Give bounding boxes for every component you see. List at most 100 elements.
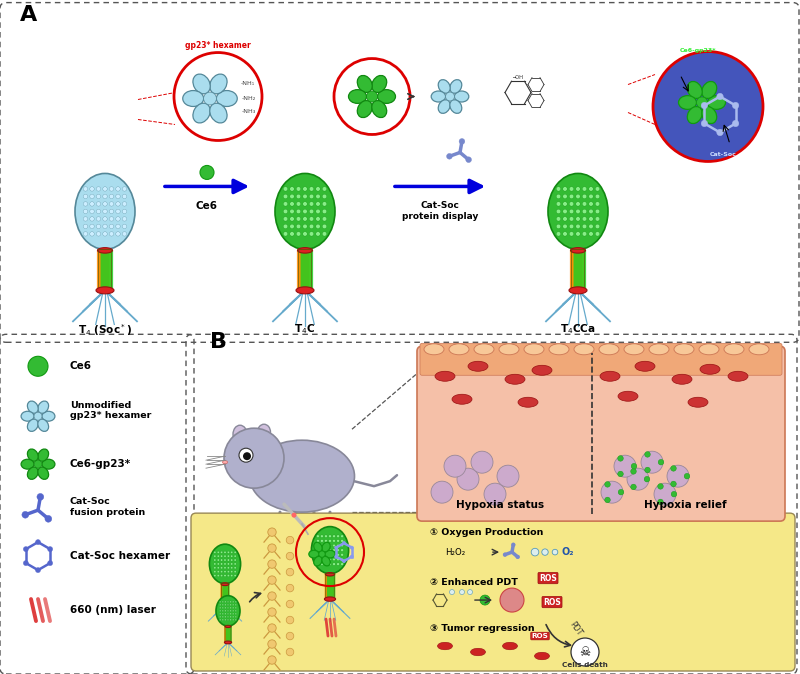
Circle shape — [317, 563, 319, 565]
Circle shape — [570, 187, 574, 191]
Circle shape — [90, 202, 94, 206]
Circle shape — [227, 616, 229, 618]
Text: Cat-Soc
protein display: Cat-Soc protein display — [402, 202, 478, 221]
Text: Hypoxia relief: Hypoxia relief — [644, 500, 726, 510]
Circle shape — [341, 535, 343, 538]
Circle shape — [697, 97, 707, 108]
Circle shape — [310, 194, 314, 199]
Circle shape — [732, 102, 739, 109]
Circle shape — [701, 102, 708, 109]
Circle shape — [511, 543, 515, 547]
Circle shape — [96, 224, 101, 228]
Circle shape — [122, 209, 126, 214]
Ellipse shape — [570, 247, 586, 253]
Ellipse shape — [42, 459, 55, 469]
FancyBboxPatch shape — [297, 249, 310, 291]
Circle shape — [645, 467, 650, 472]
Circle shape — [658, 460, 664, 465]
Circle shape — [589, 232, 594, 236]
Circle shape — [582, 209, 586, 214]
Circle shape — [556, 224, 561, 228]
Ellipse shape — [21, 459, 34, 469]
Circle shape — [325, 549, 327, 551]
Circle shape — [337, 535, 339, 538]
Circle shape — [589, 187, 594, 191]
Circle shape — [667, 465, 689, 487]
Circle shape — [576, 187, 580, 191]
Ellipse shape — [649, 344, 669, 355]
Ellipse shape — [250, 440, 354, 512]
Ellipse shape — [193, 103, 210, 123]
Circle shape — [234, 551, 236, 553]
Circle shape — [116, 194, 120, 199]
Circle shape — [96, 232, 101, 236]
Circle shape — [717, 93, 723, 100]
Circle shape — [290, 217, 294, 221]
Circle shape — [466, 157, 471, 162]
Circle shape — [333, 563, 335, 565]
Circle shape — [310, 232, 314, 236]
Circle shape — [556, 209, 561, 214]
Ellipse shape — [470, 648, 486, 656]
Circle shape — [366, 91, 378, 102]
FancyBboxPatch shape — [327, 574, 335, 600]
Circle shape — [570, 202, 574, 206]
Circle shape — [459, 139, 465, 144]
Circle shape — [235, 607, 237, 609]
Text: -NH₃: -NH₃ — [242, 109, 256, 115]
Circle shape — [627, 468, 649, 490]
Circle shape — [286, 552, 294, 560]
Circle shape — [450, 590, 454, 594]
Circle shape — [316, 202, 320, 206]
Circle shape — [341, 539, 343, 542]
Ellipse shape — [216, 596, 240, 626]
Ellipse shape — [618, 391, 638, 401]
Circle shape — [224, 574, 226, 577]
Circle shape — [570, 232, 574, 236]
Circle shape — [221, 574, 222, 577]
Circle shape — [582, 187, 586, 191]
Circle shape — [576, 209, 580, 214]
Circle shape — [221, 571, 222, 573]
Ellipse shape — [728, 371, 748, 381]
Ellipse shape — [210, 103, 227, 123]
Circle shape — [500, 588, 524, 612]
Ellipse shape — [438, 80, 450, 93]
Circle shape — [654, 483, 676, 505]
Circle shape — [562, 224, 567, 228]
Ellipse shape — [325, 550, 335, 558]
Text: Hypoxia status: Hypoxia status — [456, 500, 544, 510]
Circle shape — [302, 232, 307, 236]
Circle shape — [317, 539, 319, 542]
Ellipse shape — [21, 411, 34, 421]
Circle shape — [227, 551, 230, 553]
Circle shape — [83, 187, 88, 191]
Circle shape — [35, 568, 41, 573]
Circle shape — [90, 232, 94, 236]
Circle shape — [90, 217, 94, 221]
Circle shape — [234, 571, 236, 573]
Circle shape — [102, 232, 107, 236]
Ellipse shape — [599, 344, 619, 355]
Circle shape — [283, 209, 288, 214]
Circle shape — [333, 535, 335, 538]
Circle shape — [227, 574, 230, 577]
FancyBboxPatch shape — [98, 249, 111, 291]
Circle shape — [290, 194, 294, 199]
Circle shape — [316, 209, 320, 214]
Ellipse shape — [98, 247, 113, 253]
Circle shape — [576, 202, 580, 206]
Ellipse shape — [438, 642, 453, 650]
Circle shape — [342, 559, 346, 563]
Circle shape — [102, 224, 107, 228]
FancyBboxPatch shape — [97, 249, 110, 291]
Circle shape — [325, 558, 327, 561]
Circle shape — [310, 224, 314, 228]
Text: ROS: ROS — [543, 598, 561, 607]
Circle shape — [224, 555, 226, 557]
Circle shape — [317, 535, 319, 538]
Circle shape — [310, 217, 314, 221]
Circle shape — [225, 601, 226, 603]
Circle shape — [227, 604, 229, 606]
Ellipse shape — [505, 374, 525, 384]
